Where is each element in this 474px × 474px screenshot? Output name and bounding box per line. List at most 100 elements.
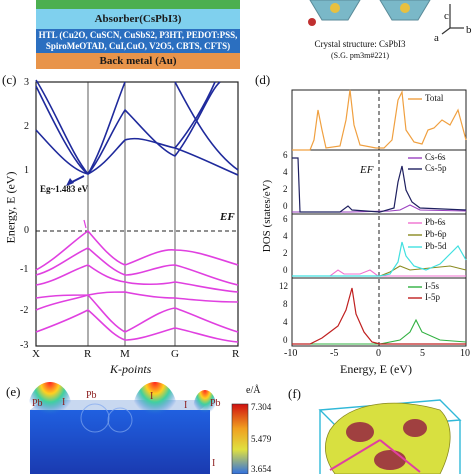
i-ytick-0: 0 — [283, 335, 288, 345]
legend-pb6p: Pb-6p — [425, 229, 447, 239]
axis-b-label: b — [466, 24, 472, 36]
cs-ytick-6: 6 — [283, 150, 288, 160]
dos-xtick-m10: -10 — [284, 348, 298, 359]
panel-c-label: (c) — [2, 72, 17, 87]
pb-ytick-0: 0 — [283, 265, 288, 275]
atom-label-i-2: I — [150, 391, 154, 402]
vb-1 — [35, 229, 239, 271]
dos-pb5d-curve — [292, 241, 467, 277]
fermi-surface — [318, 399, 462, 474]
kpoint-x: X — [32, 348, 40, 360]
i-ytick-4: 4 — [283, 317, 288, 327]
dos-xtick-5: 5 — [420, 348, 425, 359]
ytick-m2: -2 — [20, 305, 29, 316]
ytick-m3: -3 — [20, 340, 29, 351]
band-structure-chart — [35, 79, 239, 347]
axis-a-label: a — [434, 32, 439, 44]
ytick-0: 0 — [24, 225, 29, 236]
dos-fermi-label: EF — [360, 164, 374, 176]
atom-label-i-1: I — [62, 397, 66, 408]
dos-cs5p-curve — [292, 157, 467, 213]
htl-line-1: HTL (Cu2O, CuSCN, CuSbS2, P3HT, PEDOT:PS… — [38, 30, 238, 40]
gap-annotation: Eg~1.483 eV — [40, 184, 89, 194]
dos-i5p-curve — [292, 287, 466, 345]
atom-label-i-3: I — [184, 400, 188, 411]
dos-ylabel: DOS (states/eV) — [261, 179, 273, 253]
valence-bands — [35, 229, 239, 343]
band-plot-frame — [35, 81, 239, 347]
conduction-bands — [35, 79, 239, 176]
axis-c-label: c — [444, 10, 449, 22]
ytick-1: 1 — [24, 165, 29, 176]
cb-3 — [35, 129, 239, 176]
legend-cs5p: Cs-5p — [425, 163, 447, 173]
htl-layer: HTL (Cu2O, CuSCN, CuSbS2, P3HT, PEDOT:PS… — [36, 29, 240, 53]
green-layer — [36, 0, 240, 9]
vb-4 — [35, 291, 239, 303]
vb-2 — [35, 247, 239, 286]
legend-cs6s: Cs-6s — [425, 152, 446, 162]
ytick-2: 2 — [24, 121, 29, 132]
legend-i5s: I-5s — [425, 281, 439, 291]
vb-3 — [35, 264, 239, 293]
ytick-3: 3 — [24, 77, 29, 88]
scale-min: 3.654 — [251, 464, 272, 474]
cs-atom-2 — [400, 3, 410, 13]
band-xlabel: K-points — [110, 362, 152, 376]
panel-e-label: (e) — [6, 384, 21, 399]
panel-d-label: (d) — [255, 72, 271, 87]
i-ytick-12: 12 — [279, 281, 288, 291]
density-unit: e/Å — [246, 385, 261, 396]
cb-1 — [35, 79, 221, 176]
pb-ytick-2: 2 — [283, 248, 288, 258]
absorber-layer: Absorber(CsPbI3) — [36, 9, 240, 29]
pb-ytick-6: 6 — [283, 214, 288, 224]
band-ylabel: Energy, E (eV) — [3, 171, 18, 244]
cb-5 — [174, 81, 239, 171]
crystal-structure — [308, 0, 464, 35]
atom-label-i-4: I — [212, 458, 216, 469]
absorber-label: Absorber(CsPbI3) — [94, 13, 182, 25]
scale-mid: 5.479 — [251, 434, 272, 444]
cs-ytick-0: 0 — [283, 201, 288, 211]
scale-max: 7.304 — [251, 402, 272, 412]
atom-label-pb-1: Pb — [32, 398, 43, 409]
dos-xtick-0: 0 — [376, 348, 381, 359]
dos-pb6s-curve — [292, 269, 466, 277]
ytick-m1: -1 — [20, 264, 29, 275]
dos-chart — [291, 89, 467, 347]
charge-density-map — [28, 382, 249, 474]
legend-pb6s: Pb-6s — [425, 217, 446, 227]
htl-line-2: SpiroMeOTAD, CuI,CuO, V2O5, CBTS, CFTS) — [45, 41, 231, 51]
fermi-label-c: EF — [220, 211, 235, 223]
crystal-space-group: (S.G. pm3m#221) — [331, 51, 389, 60]
cs-atom-1 — [330, 3, 340, 13]
pb-ytick-4: 4 — [283, 231, 288, 241]
dos-xlabel: Energy, E (eV) — [340, 362, 412, 376]
color-scale-bar — [231, 403, 249, 474]
dos-xtick-10: 10 — [460, 348, 470, 359]
i-atom — [308, 18, 316, 26]
dos-i5s-curve — [292, 318, 467, 345]
legend-pb5d: Pb-5d — [425, 241, 447, 251]
dos-xtick-m5: -5 — [330, 348, 339, 359]
cs-ytick-2: 2 — [283, 184, 288, 194]
kpoint-m: M — [120, 348, 130, 360]
legend-total: Total — [425, 93, 444, 103]
kpoint-r2: R — [232, 348, 240, 360]
dos-cs6s-curve — [292, 204, 467, 213]
kpoint-g: G — [171, 348, 179, 360]
vb-6 — [35, 309, 239, 343]
i-ytick-8: 8 — [283, 299, 288, 309]
atom-label-pb-2: Pb — [86, 390, 97, 401]
cb-4 — [174, 81, 216, 149]
vb-5 — [35, 294, 239, 333]
cs-ytick-4: 4 — [283, 167, 288, 177]
crystal-caption: Crystal structure: CsPbI3 — [314, 39, 406, 49]
kpoint-r1: R — [84, 348, 92, 360]
gap-arrow-head — [66, 178, 74, 186]
dos-total-curve — [292, 89, 467, 151]
atom-label-pb-3: Pb — [210, 398, 221, 409]
back-metal-label: Back metal (Au) — [99, 55, 177, 67]
panel-f-label: (f) — [288, 386, 301, 401]
